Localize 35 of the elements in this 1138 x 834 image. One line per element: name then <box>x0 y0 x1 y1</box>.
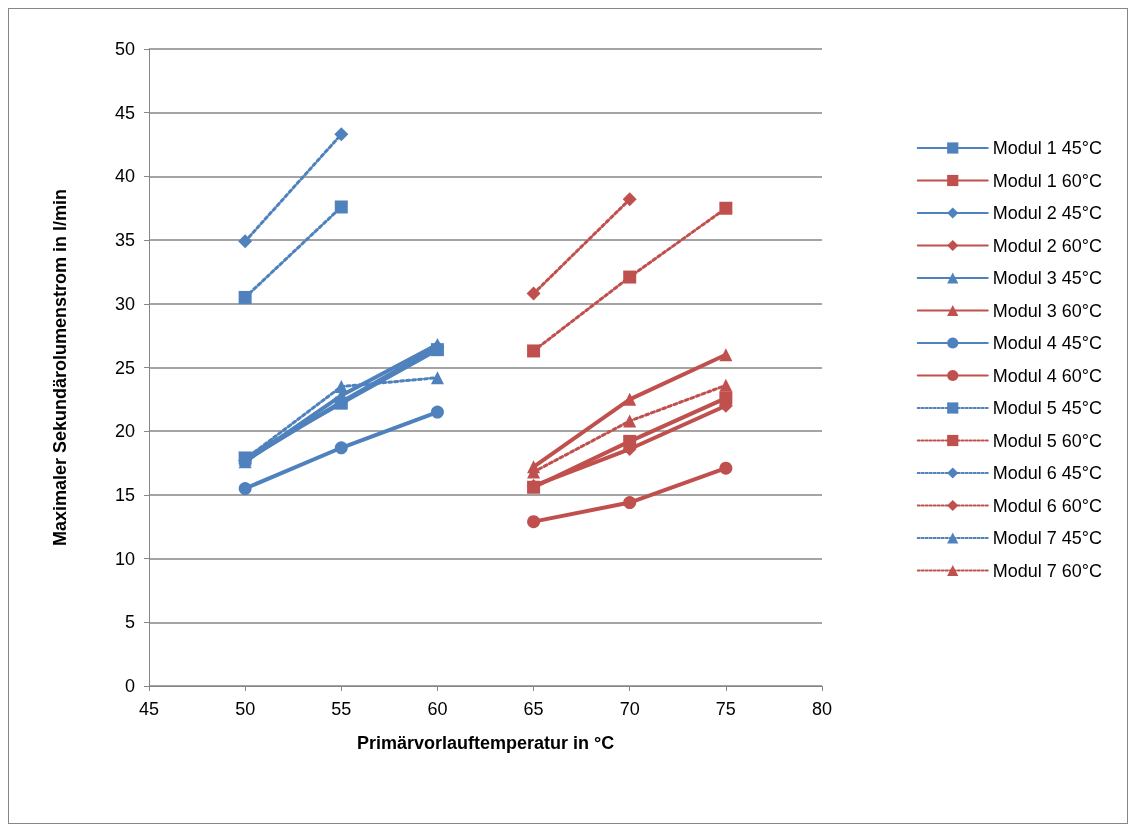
y-tick-label: 25 <box>114 357 135 378</box>
y-tick-label: 15 <box>114 484 135 505</box>
legend-label: Modul 3 60°C <box>992 300 1103 321</box>
legend-label: Modul 3 45°C <box>992 268 1103 288</box>
legend-label: Modul 5 60°C <box>992 430 1103 451</box>
x-tick-label: 55 <box>331 699 352 719</box>
x-axis-title: Primärvorlauftemperatur in °C <box>356 733 615 753</box>
y-tick-label: 35 <box>114 230 135 251</box>
legend-label: Modul 4 60°C <box>992 365 1103 386</box>
legend-label: Modul 7 60°C <box>992 560 1103 581</box>
legend-label: Modul 2 60°C <box>992 235 1103 256</box>
y-tick-label: 50 <box>114 39 135 59</box>
x-tick-label: 45 <box>138 699 160 719</box>
legend-label: Modul 6 60°C <box>992 495 1103 516</box>
x-tick-label: 65 <box>523 699 544 719</box>
legend-label: Modul 7 45°C <box>992 528 1103 548</box>
legend-label: Modul 1 45°C <box>992 138 1103 158</box>
legend-label: Modul 1 60°C <box>992 170 1103 191</box>
x-tick-label: 75 <box>715 699 736 719</box>
y-axis-title: Maximaler Sekundärolumenstrom in l/min <box>50 188 70 547</box>
x-tick-label: 50 <box>235 699 256 719</box>
x-tick-label: 60 <box>427 699 448 719</box>
y-tick-label: 10 <box>114 548 135 569</box>
y-tick-label: 0 <box>124 676 135 696</box>
y-tick-label: 5 <box>124 612 135 633</box>
x-tick-label: 80 <box>811 699 833 719</box>
legend-label: Modul 4 45°C <box>992 333 1103 353</box>
legend-label: Modul 2 45°C <box>992 203 1103 223</box>
legend-label: Modul 6 45°C <box>992 463 1103 483</box>
y-tick-label: 20 <box>114 421 135 442</box>
legend-label: Modul 5 45°C <box>992 398 1103 418</box>
y-tick-label: 40 <box>114 166 135 187</box>
y-tick-label: 45 <box>114 102 135 123</box>
x-tick-label: 70 <box>619 699 640 719</box>
y-tick-label: 30 <box>114 293 135 314</box>
